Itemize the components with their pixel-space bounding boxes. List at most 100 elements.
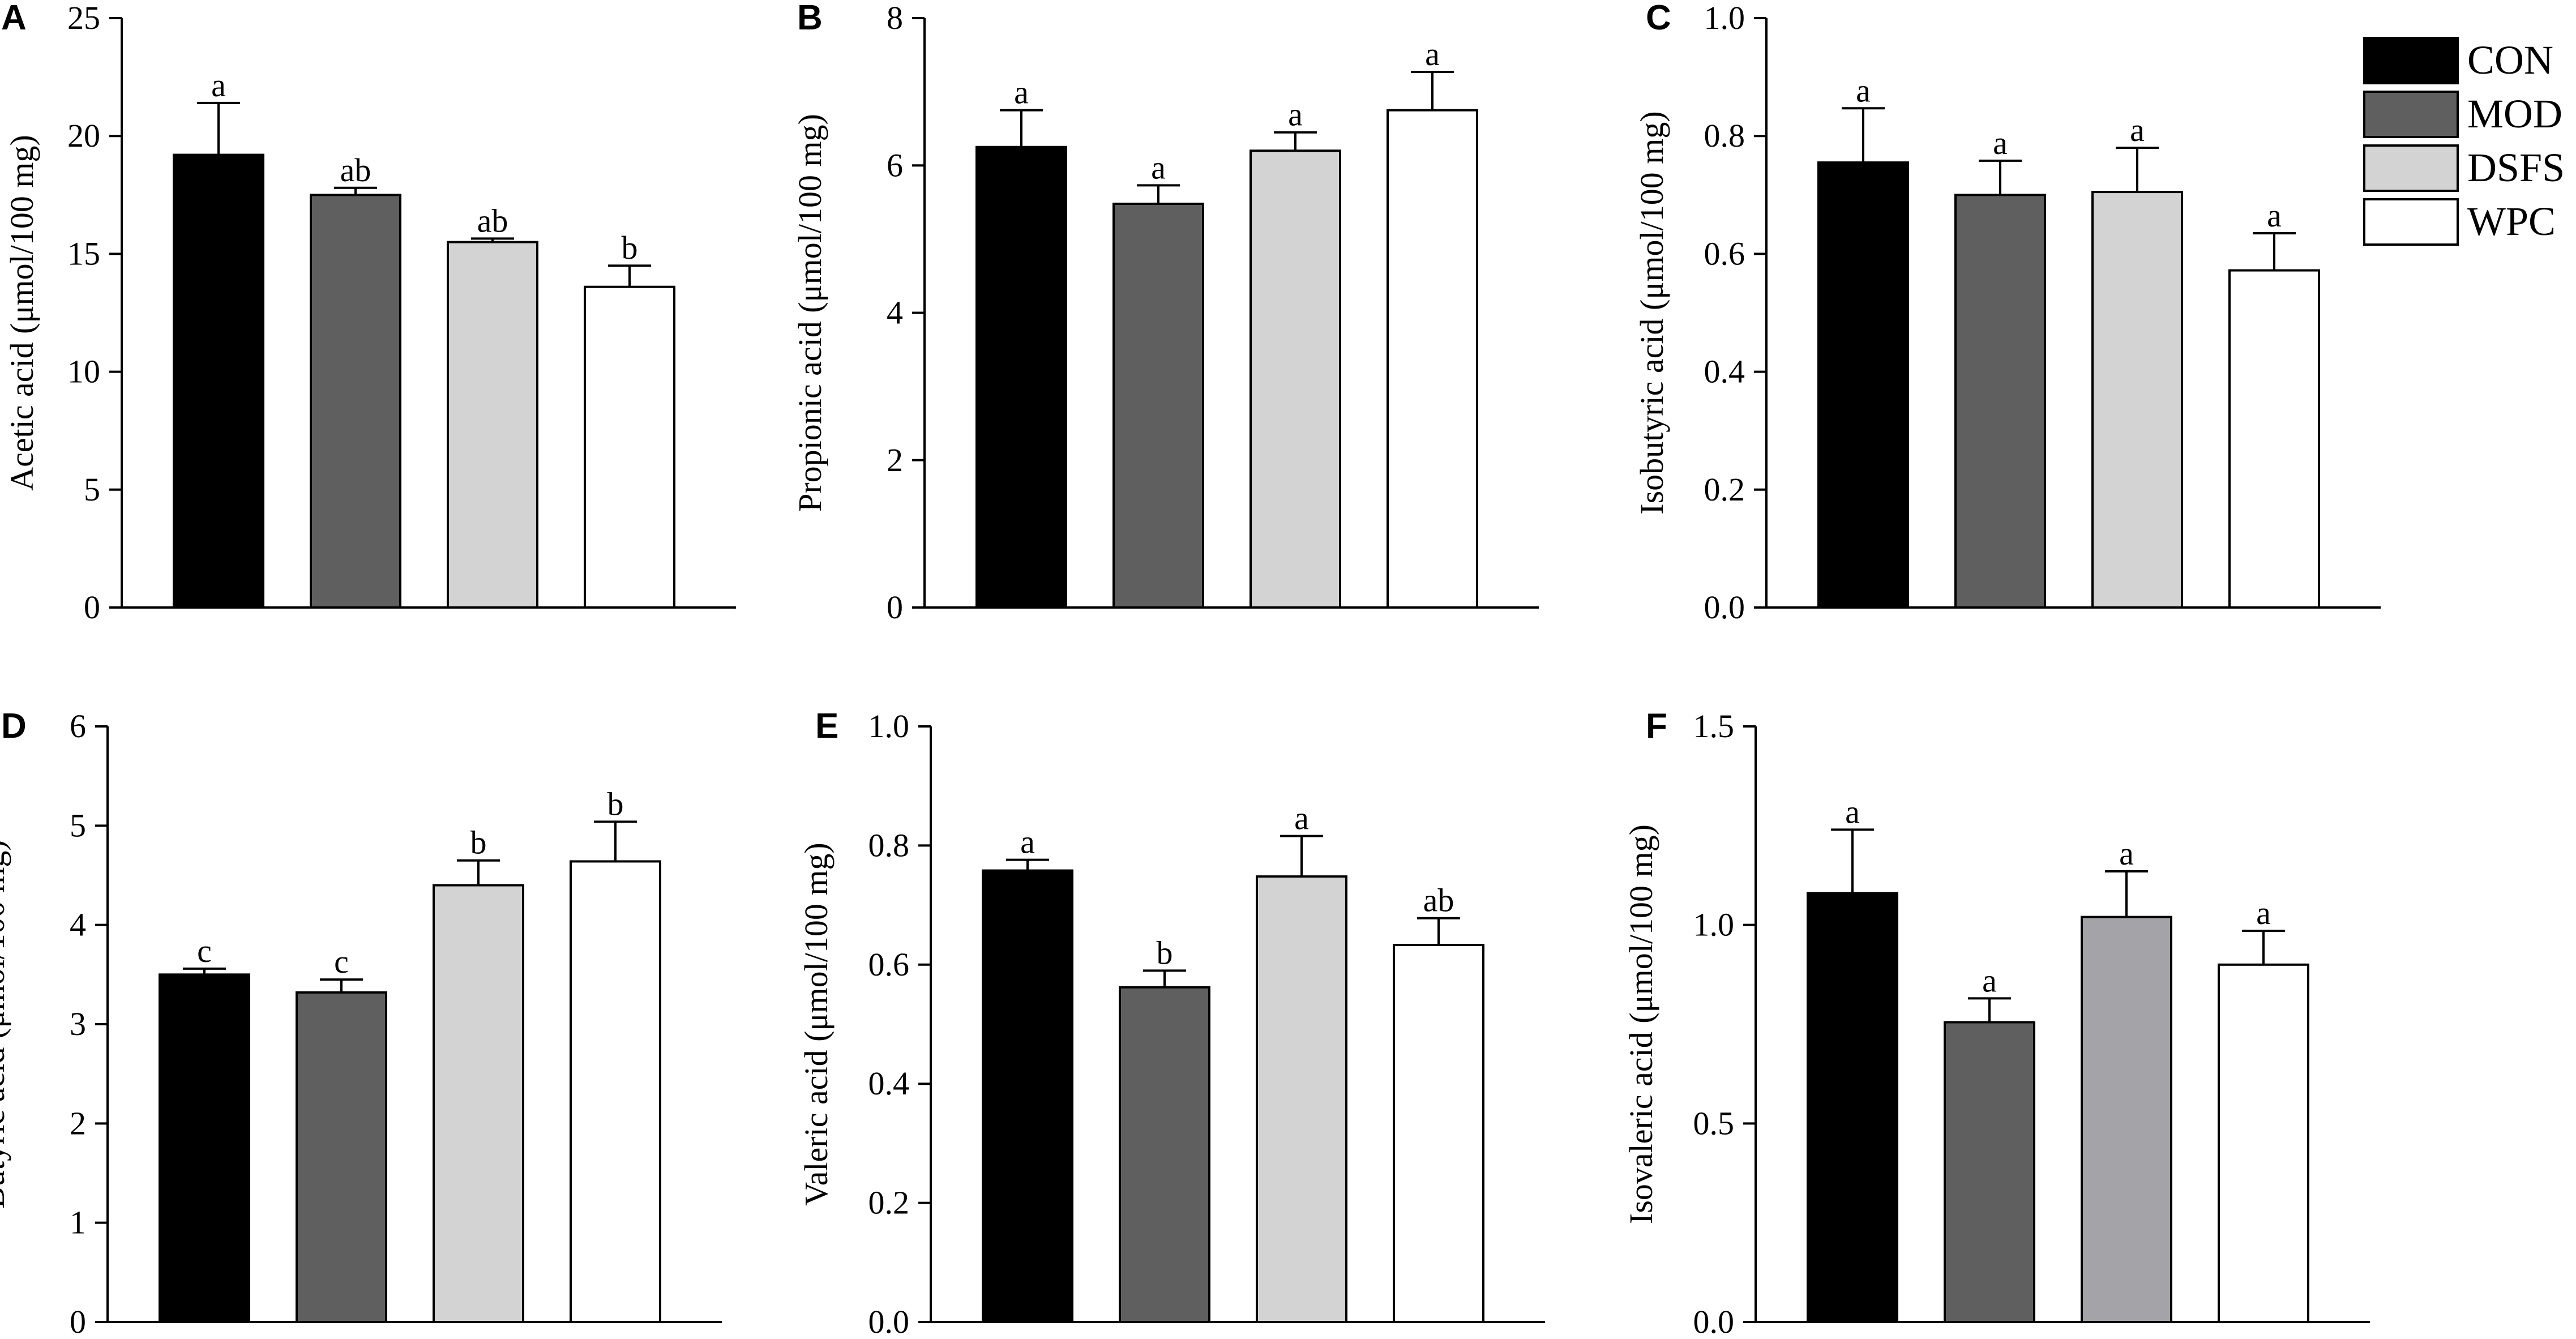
significance-label: ab — [1423, 882, 1454, 919]
bar-mod — [1954, 194, 2046, 609]
significance-label: ab — [477, 202, 508, 239]
y-axis-title: Valeric acid (μmol/100 mg) — [798, 842, 835, 1206]
panel-b: B 0 2 4 6 8 Propionic acid (μmol/100 mg) a a a a — [791, 0, 1539, 626]
bar-con — [982, 869, 1073, 1323]
significance-label: a — [211, 67, 226, 104]
bar-con — [975, 146, 1067, 609]
panel-letter: B — [797, 0, 823, 37]
y-tick-label: 1.0 — [1704, 0, 1745, 36]
significance-label: ab — [340, 152, 371, 189]
y-tick-label: 1.0 — [1693, 906, 1735, 943]
bar-dsfs — [447, 241, 538, 609]
panel-a: A 0 5 10 15 20 25 Acetic acid (μmol/100 mg) a ab a… — [1, 0, 736, 626]
bar-mod — [1119, 986, 1210, 1323]
significance-label: a — [2130, 112, 2145, 148]
y-tick-label: 4 — [70, 906, 86, 943]
y-tick-label: 0.0 — [1693, 1303, 1735, 1339]
y-tick-label: 0.6 — [1704, 235, 1745, 272]
significance-label: b — [470, 824, 487, 861]
y-tick-label: 0.4 — [868, 1065, 910, 1102]
bar-mod — [310, 194, 401, 609]
bar-con — [159, 973, 250, 1324]
bar-wpc — [584, 285, 675, 609]
y-tick-label: 25 — [67, 0, 100, 36]
panel-c: C 0.0 0.2 0.4 0.6 0.8 1.0 Isobutyric acid (μmol… — [1633, 0, 2381, 626]
significance-label: a — [1993, 125, 2008, 161]
y-tick-label: 3 — [70, 1006, 86, 1042]
y-tick-label: 5 — [84, 471, 100, 508]
panel-letter: C — [1646, 0, 1671, 37]
significance-label: a — [2256, 895, 2271, 931]
bar-dsfs — [2081, 916, 2172, 1323]
legend: CON MOD DSFS WPC — [2363, 37, 2565, 246]
significance-label: a — [1151, 149, 1166, 186]
significance-label: a — [1014, 74, 1029, 111]
legend-swatch-wpc — [2363, 198, 2459, 246]
panel-e: E 0.0 0.2 0.4 0.6 0.8 1.0 Valeric acid (μmol/10… — [798, 707, 1545, 1339]
y-tick-label: 0.5 — [1693, 1105, 1735, 1141]
y-tick-label: 5 — [70, 807, 86, 844]
y-tick-label: 0.4 — [1704, 353, 1745, 390]
bar-con — [173, 153, 264, 609]
bar-dsfs — [1250, 149, 1341, 609]
y-tick-label: 1.0 — [868, 708, 910, 745]
significance-label: a — [1982, 962, 1997, 999]
bar-dsfs — [2091, 191, 2183, 609]
significance-label: c — [334, 943, 349, 980]
significance-label: a — [2267, 197, 2282, 234]
y-tick-label: 0 — [84, 589, 100, 626]
legend-label-mod: MOD — [2467, 91, 2562, 136]
significance-label: a — [1020, 824, 1035, 861]
significance-label: c — [197, 932, 212, 969]
y-tick-label: 8 — [887, 0, 903, 36]
y-tick-label: 4 — [887, 294, 903, 331]
y-tick-label: 0.8 — [868, 827, 910, 863]
y-tick-label: 0.8 — [1704, 117, 1745, 154]
bar-wpc — [570, 860, 661, 1324]
bar-wpc — [2228, 269, 2320, 609]
bar-wpc — [2218, 963, 2309, 1324]
legend-label-wpc: WPC — [2467, 199, 2556, 244]
y-tick-label: 2 — [887, 442, 903, 478]
bar-mod — [1944, 1021, 2035, 1323]
significance-label: a — [1856, 72, 1871, 109]
bar-dsfs — [433, 884, 524, 1323]
y-axis-title: Acetic acid (μmol/100 mg) — [3, 135, 40, 491]
panel-letter: F — [1646, 707, 1667, 746]
y-tick-label: 0.6 — [868, 946, 910, 983]
bar-wpc — [1393, 944, 1484, 1323]
bar-con — [1817, 161, 1909, 609]
bar-con — [1807, 892, 1898, 1324]
y-tick-label: 10 — [67, 353, 100, 390]
y-tick-label: 15 — [67, 235, 100, 272]
significance-label: b — [607, 785, 624, 822]
significance-label: b — [1157, 934, 1173, 971]
y-axis-title: Propionic acid (μmol/100 mg) — [791, 114, 828, 512]
significance-label: a — [1288, 96, 1303, 133]
y-tick-label: 0.0 — [1704, 589, 1745, 626]
y-tick-label: 2 — [70, 1105, 86, 1141]
legend-swatch-con — [2363, 37, 2459, 84]
panel-d: D 0 1 2 3 4 5 6 Butyric acid (μmol/100 mg) c c b b — [0, 707, 722, 1339]
significance-label: b — [622, 229, 638, 266]
panel-letter: D — [1, 707, 27, 746]
significance-label: a — [2119, 835, 2134, 872]
y-tick-label: 0.0 — [868, 1303, 910, 1339]
panel-letter: E — [815, 707, 838, 746]
y-tick-label: 1 — [70, 1204, 86, 1241]
legend-swatch-mod — [2363, 91, 2459, 138]
bar-mod — [296, 991, 387, 1323]
significance-label: a — [1845, 793, 1860, 830]
panel-f: F 0.0 0.5 1.0 1.5 Isovaleric acid (μmol/100 m… — [1623, 707, 2370, 1339]
y-tick-label: 0.2 — [1704, 471, 1745, 508]
significance-label: a — [1425, 36, 1440, 72]
significance-label: a — [1294, 800, 1309, 837]
y-tick-label: 20 — [67, 117, 100, 154]
y-tick-label: 6 — [887, 147, 903, 183]
y-axis-title: Isobutyric acid (μmol/100 mg) — [1633, 111, 1670, 514]
bar-mod — [1112, 202, 1204, 609]
legend-swatch-dsfs — [2363, 144, 2459, 192]
bar-wpc — [1387, 109, 1478, 609]
